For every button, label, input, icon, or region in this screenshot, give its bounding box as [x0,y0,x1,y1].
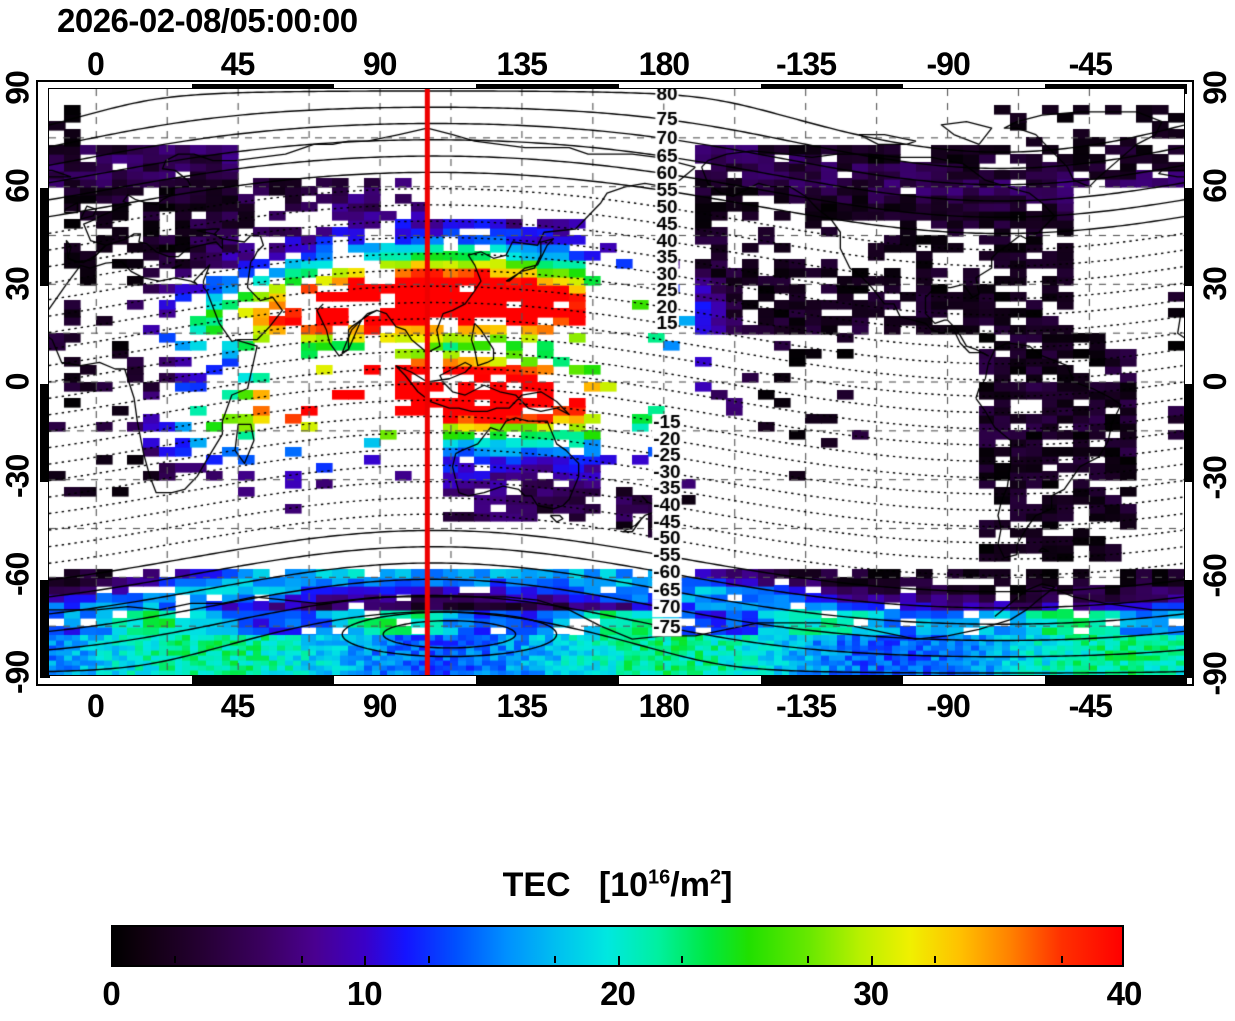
colorbar-tick-label: 40 [1106,975,1143,1012]
y-axis-tick-label-right: 60 [1197,169,1233,203]
colorbar-label-units: [1016/m2] [598,866,733,904]
y-axis-tick-label-right: 30 [1197,267,1233,301]
colorbar-tick [364,956,367,967]
page-title: 2026-02-08/05:00:00 [57,2,358,39]
colorbar-minor-tick [807,956,810,963]
y-axis-tick-label-right: -30 [1197,456,1233,500]
y-axis-tick-label-left: 0 [0,373,36,391]
x-axis-tick-label: -45 [1068,46,1113,82]
colorbar-tick-label: 20 [600,975,636,1012]
x-axis-tick-label: 0 [86,688,105,724]
colorbar-tick-label: 30 [853,975,889,1012]
colorbar-title: TEC [1016/m2] [0,866,1235,905]
x-axis-tick-label: 45 [220,46,256,82]
frame-tick-band [760,676,903,686]
y-axis-tick-label-left: 60 [0,169,36,203]
x-axis-tick-label: 0 [86,46,105,82]
colorbar-minor-tick [300,956,303,963]
frame-tick-band [40,384,50,482]
colorbar-minor-tick [174,956,177,963]
map-plot-container [36,80,1194,686]
colorbar-minor-tick [554,956,557,963]
tec-map-area[interactable] [48,88,1185,676]
y-axis-tick-label-left: -30 [0,454,36,498]
x-axis-tick-label: 135 [496,688,548,724]
colorbar-minor-tick [1060,956,1063,963]
frame-tick-band [40,580,50,678]
frame-tick-band [1184,188,1194,286]
x-axis-tick-label: 180 [638,46,690,82]
frame-tick-band [1184,580,1194,678]
x-axis-tick-label: 90 [362,46,398,82]
colorbar-tick-label: 10 [346,975,383,1012]
colorbar-tick-label: 0 [102,975,120,1012]
colorbar-minor-tick [427,956,430,963]
y-axis-tick-label-left: -90 [0,650,36,694]
colorbar-tick [870,956,873,967]
colorbar-minor-tick [934,956,937,963]
x-axis-tick-label: -90 [926,688,971,724]
x-axis-tick-label: -45 [1068,688,1113,724]
x-axis-tick-label: 90 [362,688,398,724]
tec-heatmap-canvas[interactable] [49,89,1184,675]
colorbar-minor-tick [680,956,683,963]
y-axis-tick-label-right: -60 [1197,554,1233,598]
x-axis-tick-label: -135 [775,688,837,724]
x-axis-tick-label: -90 [926,46,971,82]
x-axis-tick-label: -135 [775,46,837,82]
y-axis-tick-label-right: 0 [1197,373,1233,391]
frame-tick-band [1044,676,1187,686]
x-axis-tick-label: 45 [220,688,256,724]
frame-tick-band [40,188,50,286]
frame-tick-band [476,676,619,686]
x-axis-tick-label: 135 [496,46,548,82]
x-axis-tick-label: 180 [638,688,690,724]
y-axis-tick-label-left: 90 [0,71,36,105]
colorbar-tick [617,956,620,967]
frame-tick-band [192,676,335,686]
y-axis-tick-label-right: -90 [1197,652,1233,696]
y-axis-tick-label-left: -60 [0,552,36,596]
y-axis-tick-label-left: 30 [0,267,36,301]
frame-tick-band [1184,384,1194,482]
y-axis-tick-label-right: 90 [1197,71,1233,105]
colorbar-label-main: TEC [502,866,571,904]
